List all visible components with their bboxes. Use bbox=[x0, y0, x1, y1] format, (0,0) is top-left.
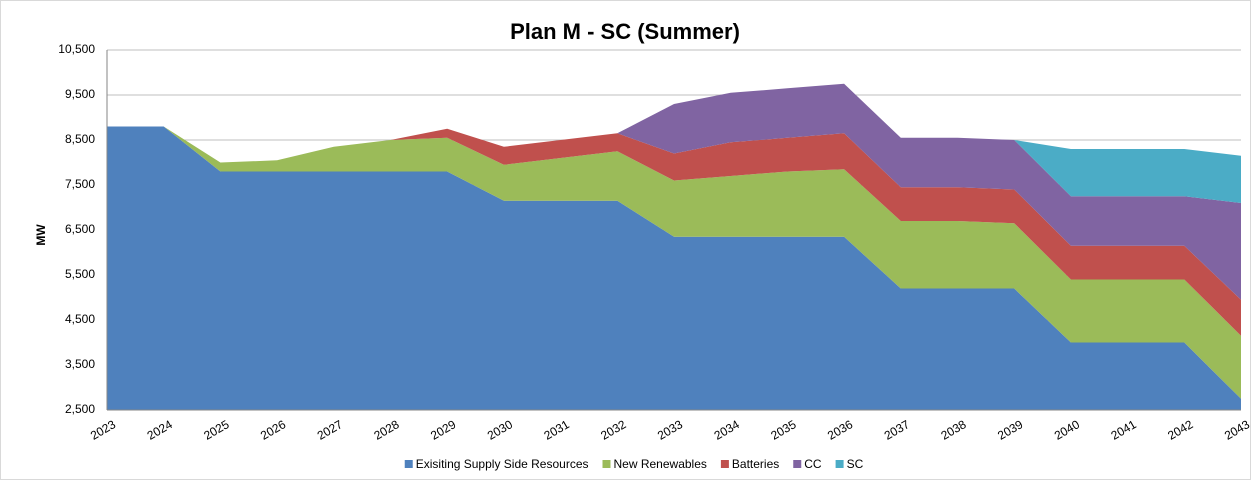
y-tick-label: 10,500 bbox=[58, 42, 95, 56]
legend-label: CC bbox=[804, 457, 822, 471]
area bbox=[107, 83, 1241, 300]
area bbox=[107, 126, 1241, 410]
legend-label: New Renewables bbox=[614, 457, 707, 471]
legend-swatch bbox=[835, 460, 844, 468]
area bbox=[107, 126, 1241, 399]
y-tick-label: 5,500 bbox=[65, 267, 95, 281]
y-axis-label: MW bbox=[34, 224, 48, 246]
legend-label: Batteries bbox=[732, 457, 779, 471]
area bbox=[107, 83, 1241, 203]
y-tick-label: 8,500 bbox=[65, 132, 95, 146]
y-tick-label: 2,500 bbox=[65, 402, 95, 416]
legend-label: Exisiting Supply Side Resources bbox=[416, 457, 589, 471]
area bbox=[107, 126, 1241, 336]
legend-swatch bbox=[404, 460, 413, 468]
chart-title: Plan M - SC (Summer) bbox=[510, 19, 740, 44]
y-tick-label: 3,500 bbox=[65, 357, 95, 371]
legend-swatch bbox=[720, 460, 729, 468]
y-tick-label: 7,500 bbox=[65, 177, 95, 191]
y-tick-label: 4,500 bbox=[65, 312, 95, 326]
y-tick-label: 6,500 bbox=[65, 222, 95, 236]
y-tick-label: 9,500 bbox=[65, 87, 95, 101]
legend: Exisiting Supply Side Resources New Renew… bbox=[404, 457, 864, 471]
legend-label: SC bbox=[847, 457, 864, 471]
legend-swatch bbox=[602, 460, 611, 468]
legend-swatch bbox=[793, 460, 802, 468]
